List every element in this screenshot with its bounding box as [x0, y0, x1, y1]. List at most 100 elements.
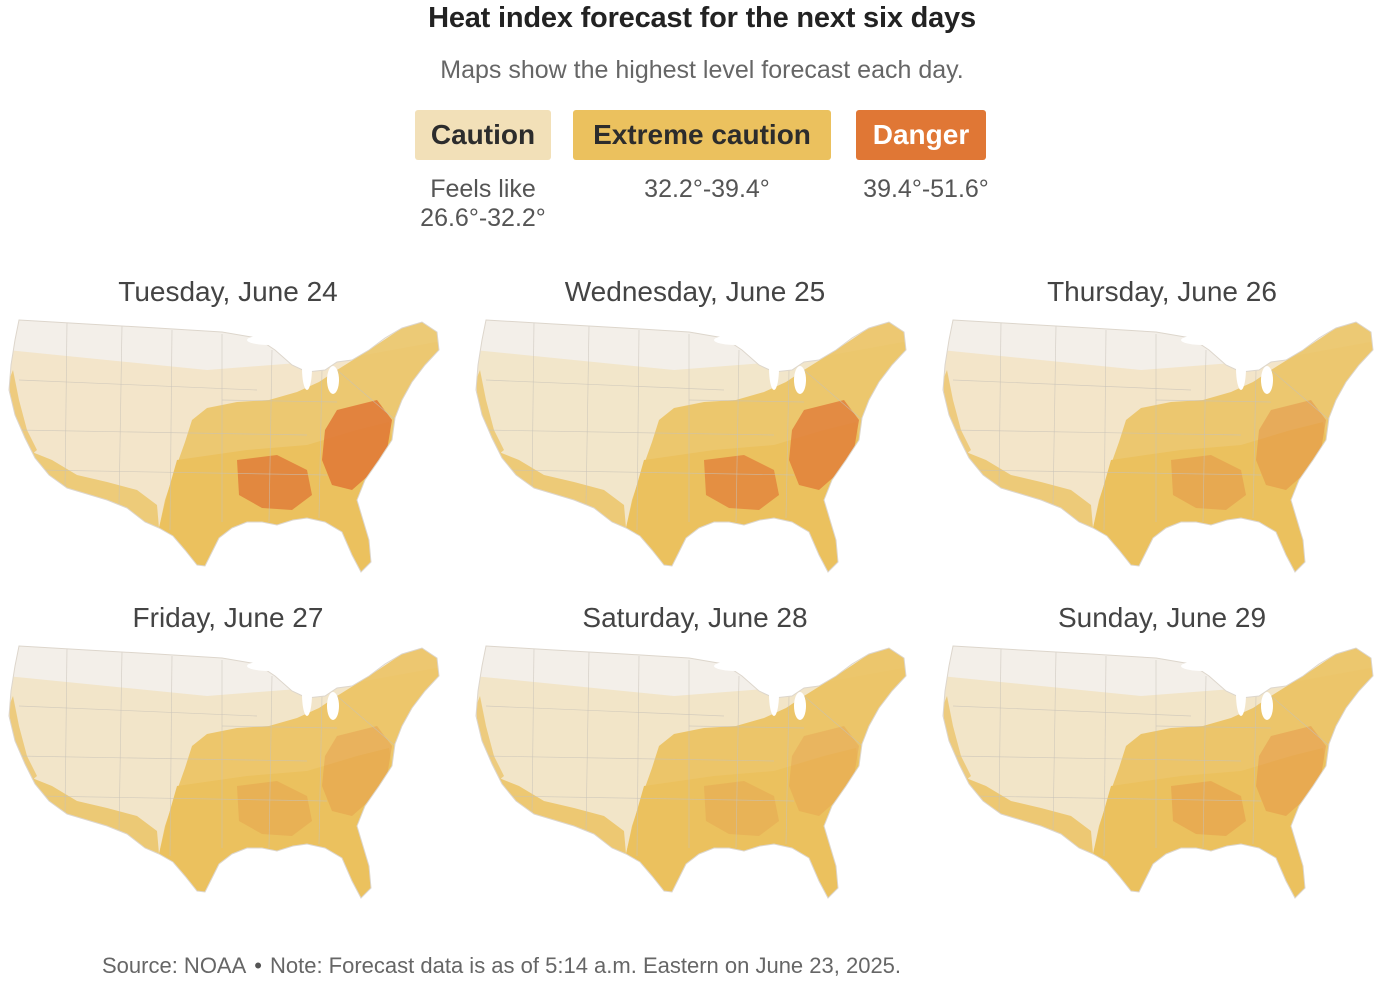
state-border [1155, 725, 1272, 729]
map-title-6: Sunday, June 29 [1057, 602, 1267, 633]
danger-midsouth [1171, 781, 1246, 836]
map-4 [8, 645, 440, 899]
legend-caution-range-line1: Feels like [430, 175, 536, 203]
extreme-west-coast [943, 370, 971, 455]
state-border [970, 795, 1262, 802]
state-border [785, 695, 790, 845]
extreme-west-coast [9, 370, 37, 455]
extreme-south [1093, 748, 1326, 898]
state-border [16, 429, 308, 436]
danger-southeast [789, 726, 859, 816]
danger-midsouth [237, 455, 312, 510]
state-border [483, 755, 775, 762]
state-border [636, 329, 640, 531]
map-2 [475, 319, 907, 573]
danger-southeast [322, 400, 392, 490]
state-border [970, 469, 1262, 476]
state-border [998, 647, 1002, 817]
state-border [952, 705, 1192, 717]
state-border [483, 429, 775, 436]
us-outline [942, 645, 1374, 899]
legend-caution-swatch: Caution [415, 110, 551, 160]
lake-superior [714, 335, 758, 345]
state-border [36, 795, 328, 802]
state-border [785, 369, 790, 519]
source-note: Source: NOAA • Note: Forecast data is as o… [102, 953, 901, 979]
map-1 [8, 319, 440, 573]
lake-huron [1261, 692, 1273, 720]
danger-midsouth [237, 781, 312, 836]
danger-midsouth [704, 455, 779, 510]
danger-midsouth [1171, 455, 1246, 510]
state-border [485, 379, 725, 391]
state-border [118, 651, 123, 832]
legend-extreme-range: 32.2°-39.4° [602, 175, 812, 204]
legend-extreme-swatch: Extreme caution [573, 110, 831, 160]
state-border [1155, 399, 1272, 403]
state-border [1202, 349, 1207, 523]
lake-huron [794, 366, 806, 394]
state-border [503, 795, 795, 802]
lake-superior [714, 661, 758, 671]
chart-title: Heat index forecast for the next six day… [428, 2, 976, 34]
state-border [735, 675, 740, 849]
extreme-southwest [494, 450, 626, 528]
lake-huron [794, 692, 806, 720]
state-border [950, 429, 1242, 436]
extreme-southwest [961, 450, 1093, 528]
us-outline [942, 319, 1374, 573]
map-5 [475, 645, 907, 899]
lake-michigan [302, 346, 312, 390]
lake-huron [327, 366, 339, 394]
danger-southeast [322, 726, 392, 816]
map-title-3: Thursday, June 26 [1047, 276, 1277, 307]
us-outline [475, 645, 907, 899]
state-border [952, 379, 1192, 391]
state-border [485, 705, 725, 717]
map-title-2: Wednesday, June 25 [564, 276, 826, 307]
legend-extreme-range-line1: 32.2°-39.4° [644, 175, 770, 203]
state-border [636, 655, 640, 857]
us-outline [8, 645, 440, 899]
extreme-southwest [27, 450, 159, 528]
state-border [950, 755, 1242, 762]
extreme-southwest [27, 776, 159, 854]
state-border [585, 651, 590, 832]
danger-southeast [1256, 400, 1326, 490]
lake-superior [1181, 335, 1225, 345]
extreme-south [159, 748, 392, 898]
state-border [1103, 655, 1107, 857]
lake-michigan [302, 672, 312, 716]
state-border [1202, 675, 1207, 849]
state-border [1252, 695, 1257, 845]
danger-southeast [789, 400, 859, 490]
legend-danger-swatch: Danger [856, 110, 986, 160]
heat-layers [476, 647, 906, 898]
lake-superior [247, 335, 291, 345]
state-border [585, 325, 590, 506]
state-border [221, 399, 338, 403]
lake-huron [327, 692, 339, 720]
state-border [688, 725, 805, 729]
state-border [268, 349, 273, 523]
state-border [998, 321, 1002, 491]
state-border [118, 325, 123, 506]
state-border [1103, 329, 1107, 531]
us-outline [475, 319, 907, 573]
extreme-west-coast [9, 696, 37, 781]
state-border [18, 705, 258, 717]
state-border [318, 369, 323, 519]
danger-southeast [1256, 726, 1326, 816]
us-outline [8, 319, 440, 573]
lake-huron [1261, 366, 1273, 394]
state-border [503, 469, 795, 476]
state-border [531, 647, 535, 817]
state-border [169, 655, 173, 857]
state-border [64, 647, 68, 817]
extreme-west-coast [943, 696, 971, 781]
source-label: Source: NOAA [102, 953, 247, 978]
forecast-note: Note: Forecast data is as of 5:14 a.m. E… [269, 953, 902, 978]
separator-dot: • [254, 953, 262, 978]
state-border [169, 329, 173, 531]
extreme-west-coast [476, 370, 504, 455]
